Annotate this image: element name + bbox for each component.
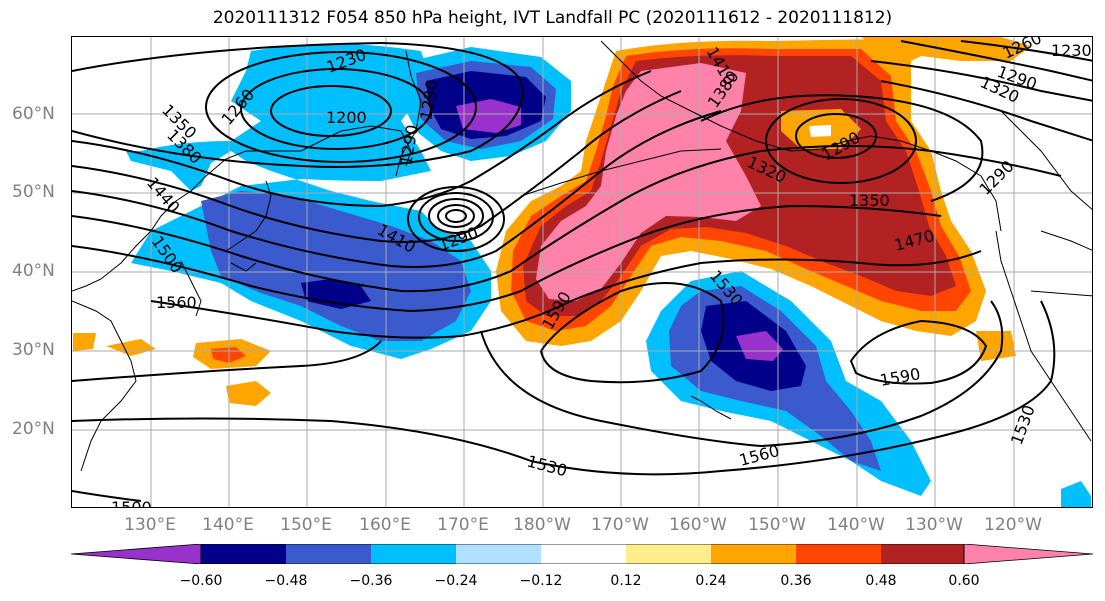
shade-royal-west <box>201 191 471 341</box>
shade-purple-north <box>456 99 521 133</box>
contour-low-nw-3 <box>205 51 477 163</box>
contour-label: 1230 <box>1051 41 1092 60</box>
shade-purple-central <box>736 331 783 361</box>
coast-canada-interior <box>1000 110 1092 297</box>
lon-label-140w: 140°W <box>827 515 885 535</box>
lon-label-150e: 150°E <box>280 515 332 535</box>
cbar-bin <box>456 544 541 564</box>
negative-ivt-shading <box>126 44 1091 507</box>
coastlines <box>72 40 1092 472</box>
cbar-bin <box>541 544 626 564</box>
lon-label-160e: 160°E <box>359 515 411 535</box>
contour-label: 1440 <box>143 173 184 216</box>
height-contours <box>72 40 1092 502</box>
contour-1560 <box>72 300 1004 448</box>
contour-label: 1530 <box>525 452 569 481</box>
cbar-bin <box>286 544 371 564</box>
lon-label-180w: 180°W <box>513 515 571 535</box>
colorbar <box>71 544 1094 564</box>
cbar-tick-label: 0.12 <box>610 573 642 589</box>
shade-orange-blob2 <box>106 339 156 356</box>
lat-label-20n: 20°N <box>12 419 55 439</box>
shade-sky-se <box>1061 481 1091 507</box>
contour-low-nw-2 <box>240 68 432 150</box>
contour-jet-3 <box>72 110 722 268</box>
cbar-tick-label: −0.36 <box>349 573 393 589</box>
lon-label-130e: 130°E <box>124 515 176 535</box>
shade-pink-islandn <box>809 125 831 137</box>
contour-jet-6 <box>150 250 982 339</box>
contour-1590-east <box>849 319 988 385</box>
contour-cyclone-3 <box>428 198 484 234</box>
map-title: 2020111312 F054 850 hPa height, IVT Land… <box>212 8 893 28</box>
lon-label-170w: 170°W <box>591 515 649 535</box>
contour-low-nw-4 <box>72 41 524 168</box>
contour-jet-2 <box>72 90 682 243</box>
coast-aleutians <box>520 148 722 197</box>
shade-orange-blob5 <box>73 333 96 351</box>
contour-goa-3 <box>700 94 984 202</box>
lon-label-150w: 150°W <box>748 515 806 535</box>
cbar-outline <box>200 544 965 564</box>
contour-jet-1 <box>72 70 652 208</box>
cbar-tick-label: −0.60 <box>179 573 223 589</box>
coast-kamchatka <box>395 50 422 177</box>
lat-label-40n: 40°N <box>12 261 55 281</box>
lat-label-60n: 60°N <box>12 104 55 124</box>
shade-orange-blob3 <box>226 381 271 406</box>
contour-low-nw-1 <box>270 85 392 137</box>
contour-label: 1560 <box>156 293 197 312</box>
contour-cyclone-1 <box>445 209 467 223</box>
contour-ne-1 <box>900 40 1092 82</box>
map-panel[interactable]: 1230 1260 1290 1200 1290 1350 1380 1440 … <box>71 36 1093 508</box>
contour-jet-4 <box>72 145 1062 293</box>
contour-ne-4 <box>960 40 1092 62</box>
lon-label-170e: 170°E <box>437 515 489 535</box>
cbar-bin <box>881 544 964 564</box>
contour-label: 1200 <box>326 108 367 127</box>
contour-label: 1530 <box>1007 403 1039 448</box>
coast-asia <box>72 125 412 292</box>
cbar-bin <box>201 544 286 564</box>
shade-orange-blob4 <box>976 331 1016 361</box>
lon-label-160w: 160°W <box>669 515 727 535</box>
coast-china <box>72 300 137 472</box>
contour-label: 1350 <box>849 191 890 210</box>
coast-na-west <box>995 230 1092 442</box>
map-canvas: 1230 1260 1290 1200 1290 1350 1380 1440 … <box>72 37 1092 507</box>
contour-label: 1500 <box>111 498 152 507</box>
lon-label-120w: 120°W <box>984 515 1042 535</box>
lat-label-50n: 50°N <box>12 182 55 202</box>
contour-label: 1590 <box>878 364 921 390</box>
lon-label-130w: 130°W <box>905 515 963 535</box>
cbar-tick-label: 0.48 <box>865 573 897 589</box>
cbar-tick-label: −0.48 <box>264 573 308 589</box>
contour-cyclone-2 <box>437 204 475 228</box>
contour-jet-5 <box>72 204 942 313</box>
cbar-bin <box>626 544 711 564</box>
contour-ne-2 <box>870 60 1092 102</box>
contour-goa-2 <box>765 98 917 184</box>
cbar-tick-label: −0.12 <box>519 573 563 589</box>
cbar-extend-left <box>71 544 202 564</box>
cbar-tick-label: 0.60 <box>948 573 980 589</box>
shade-pink-main <box>536 63 761 301</box>
cbar-bin <box>796 544 881 564</box>
contour-1500-sw <box>72 490 142 502</box>
cbar-tick-label: −0.24 <box>434 573 478 589</box>
shade-navy-west <box>301 279 371 309</box>
coast-hawaii <box>690 395 732 420</box>
cbar-bin <box>711 544 796 564</box>
cbar-tick-label: 0.36 <box>780 573 812 589</box>
cbar-extend-right <box>963 544 1094 564</box>
coast-alaska <box>600 40 1002 232</box>
cbar-tick-label: 0.24 <box>695 573 727 589</box>
contour-ne-3 <box>880 80 1092 142</box>
lat-label-30n: 30°N <box>12 340 55 360</box>
cbar-bin <box>371 544 456 564</box>
lon-label-140e: 140°E <box>202 515 254 535</box>
contour-1590-west <box>540 282 725 384</box>
contour-1530 <box>72 300 1056 476</box>
contour-goa-1 <box>795 113 877 159</box>
